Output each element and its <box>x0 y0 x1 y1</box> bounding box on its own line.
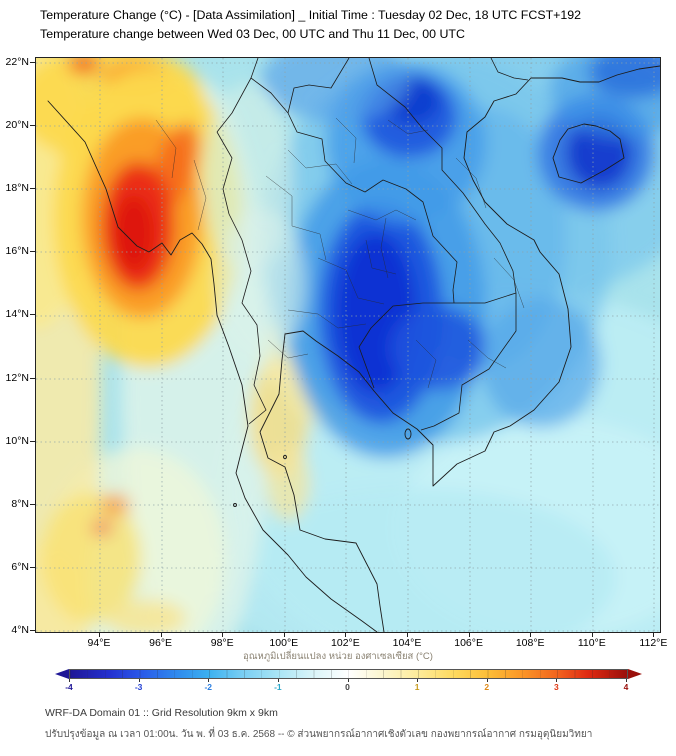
y-axis: 22°N 20°N 18°N 16°N 14°N 12°N 10°N 8°N 6°N 4°N <box>0 0 35 640</box>
colorbar-label: อุณหภูมิเปลี่ยนแปลง หน่วย องศาเซลเซียส (… <box>243 651 433 662</box>
y-tick-label: 10°N <box>5 434 29 447</box>
footer-credit-thai: ปรับปรุงข้อมูล ณ เวลา 01:00น. วัน พ. ที่… <box>45 729 593 740</box>
country-borders <box>216 58 529 431</box>
x-tick-label: 112°E <box>639 637 668 649</box>
x-tick-label: 98°E <box>210 637 234 649</box>
colorbar-tick-label: -1 <box>274 682 282 692</box>
y-tick-mark <box>30 503 35 505</box>
x-tick-label: 106°E <box>454 637 483 649</box>
colorbar-bar <box>69 669 628 679</box>
colorbar-tick-label: 2 <box>484 682 490 692</box>
colorbar-tick-mark <box>208 679 210 682</box>
colorbar-tick-mark <box>417 679 419 682</box>
colorbar-tick-mark <box>138 679 140 682</box>
y-tick-mark <box>30 125 35 127</box>
x-tick-label: 110°E <box>577 637 606 649</box>
x-tick-label: 102°E <box>331 637 360 649</box>
x-tick-label: 96°E <box>149 637 173 649</box>
figure-subtitle: Temperature change between Wed 03 Dec, 0… <box>40 27 465 41</box>
colorbar-left-arrow <box>55 669 69 679</box>
colorbar-right-arrow <box>628 669 642 679</box>
colorbar: -4 -3 -2 -1 0 1 2 3 4 <box>55 669 642 699</box>
colorbar-tick-mark <box>556 679 558 682</box>
colorbar-row <box>55 669 642 679</box>
footer-domain-info: WRF-DA Domain 01 :: Grid Resolution 9km … <box>45 707 278 719</box>
colorbar-segments <box>70 670 627 678</box>
colorbar-tick-label: 3 <box>554 682 559 692</box>
gridlines <box>36 58 660 632</box>
y-tick-mark <box>30 314 35 316</box>
colorbar-tick-mark <box>486 679 488 682</box>
y-tick-mark <box>30 630 35 632</box>
province-boundaries <box>155 117 525 389</box>
colorbar-tick-mark <box>69 679 70 682</box>
y-tick-label: 22°N <box>5 56 29 68</box>
colorbar-tick-label: 0 <box>345 682 350 692</box>
x-tick-label: 108°E <box>515 637 545 649</box>
y-tick-mark <box>30 251 35 253</box>
colorbar-tick-mark <box>347 679 349 682</box>
colorbar-tick-mark <box>277 679 279 682</box>
colorbar-tick-label: -3 <box>134 682 143 692</box>
y-tick-label: 14°N <box>5 308 29 321</box>
y-tick-label: 12°N <box>5 371 29 384</box>
x-tick-label: 94°E <box>87 637 111 649</box>
colorbar-tick-label: -2 <box>204 682 213 692</box>
y-tick-mark <box>30 377 35 379</box>
map-canvas <box>36 58 660 632</box>
coastlines <box>47 65 660 632</box>
map-plot <box>35 57 661 633</box>
y-tick-mark <box>30 566 35 568</box>
y-tick-mark <box>30 440 35 442</box>
y-tick-mark <box>30 62 35 63</box>
x-tick-label: 104°E <box>392 637 422 649</box>
figure-title: Temperature Change (°C) - [Data Assimila… <box>40 8 582 22</box>
colorbar-tick-label: 1 <box>414 682 420 692</box>
x-tick-label: 100°E <box>269 637 299 649</box>
y-tick-label: 16°N <box>5 245 29 258</box>
y-tick-label: 8°N <box>11 497 29 510</box>
y-tick-label: 6°N <box>11 560 29 573</box>
temperature-field <box>36 58 660 632</box>
colorbar-tick-label: -4 <box>65 682 73 692</box>
colorbar-tick-label: 4 <box>623 682 629 692</box>
y-tick-label: 18°N <box>5 182 29 195</box>
y-tick-label: 4°N <box>11 624 29 637</box>
y-tick-label: 20°N <box>5 119 29 132</box>
y-tick-mark <box>30 188 35 190</box>
colorbar-tick-mark <box>626 679 627 682</box>
